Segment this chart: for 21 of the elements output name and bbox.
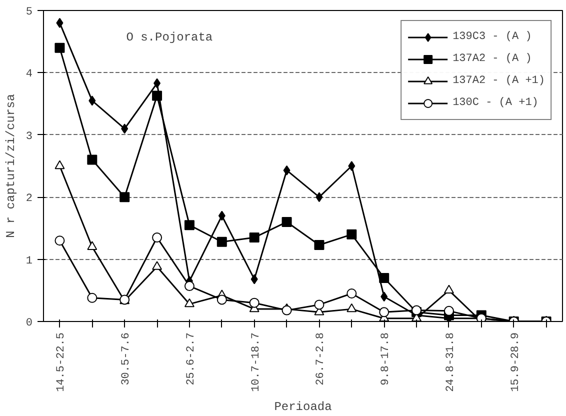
- legend-label: 139C3 - (A ): [452, 31, 532, 43]
- x-tick-label: 25.6-2.7: [185, 332, 198, 386]
- y-axis-title: N r capturi/zi/cursa: [4, 94, 18, 238]
- y-tick-label: 3: [26, 130, 33, 143]
- y-tick-label: 1: [26, 255, 33, 268]
- x-tick-label: 15.9-28.9: [510, 332, 522, 392]
- y-tick-label: 4: [26, 68, 33, 81]
- y-tick-label: 2: [26, 193, 33, 206]
- x-tick-label: 30.5-7.6: [120, 332, 133, 386]
- y-tick-label: 5: [26, 6, 33, 18]
- x-tick-label: 9.8-17.8: [380, 332, 392, 386]
- y-tick-label: 0: [26, 318, 33, 330]
- legend-label: 137A2 - (A +1): [452, 75, 545, 87]
- x-tick-label: 24.8-31.8: [444, 332, 457, 392]
- annotation: O s.Pojorata: [126, 30, 213, 45]
- x-tick-label: 10.7-18.7: [250, 332, 262, 392]
- x-tick-label: 26.7-2.8: [315, 332, 328, 386]
- legend-label: 130C - (A +1): [452, 97, 538, 109]
- x-tick-label: 14.5-22.5: [56, 332, 68, 392]
- legend-label: 137A2 - (A ): [452, 53, 532, 65]
- x-axis-title: Perioada: [274, 400, 332, 414]
